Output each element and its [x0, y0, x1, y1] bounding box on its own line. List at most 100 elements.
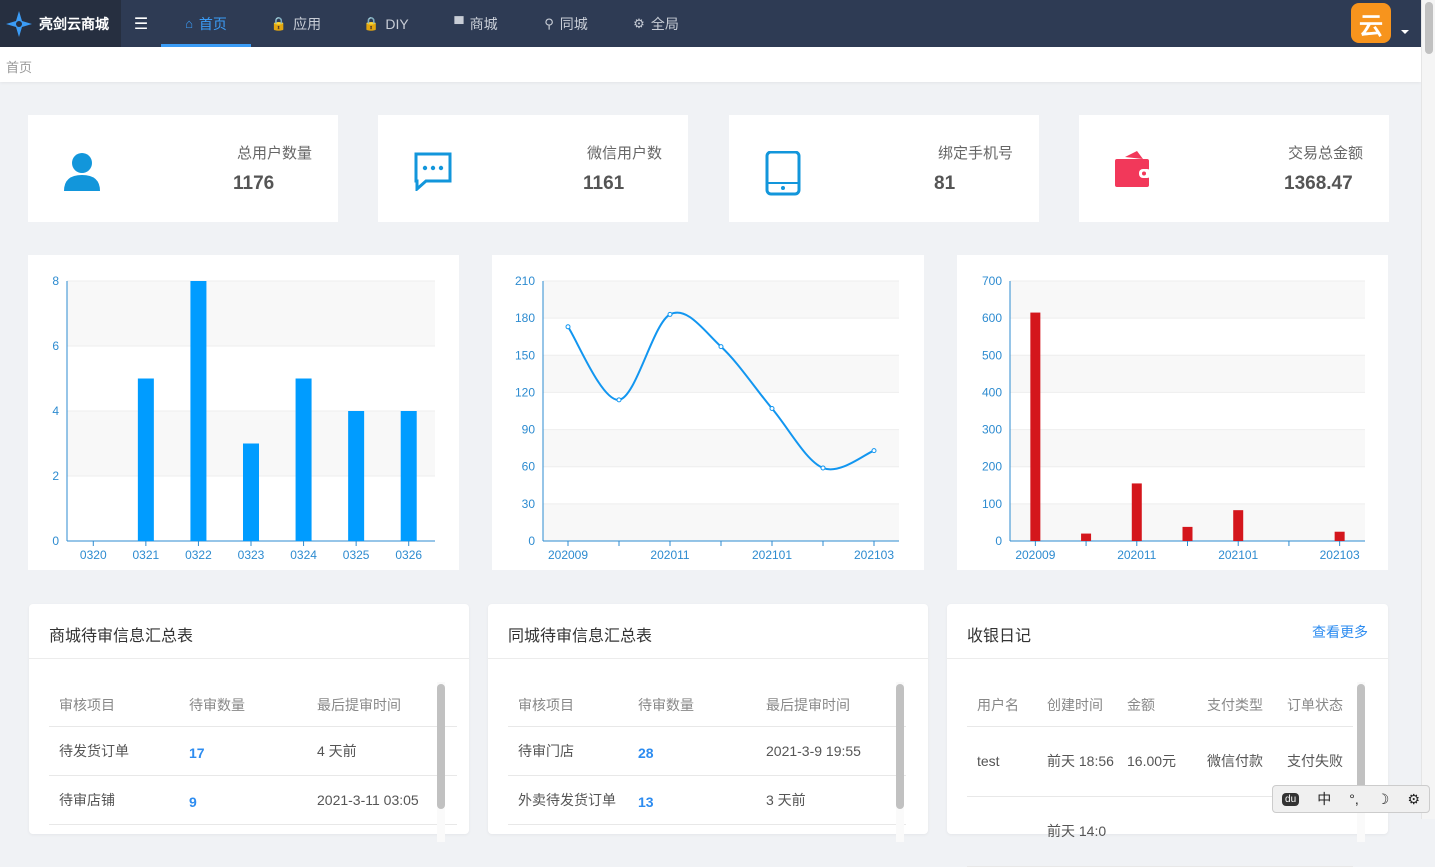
avatar[interactable]: 云 [1351, 3, 1391, 43]
x-tick-label: 0322 [185, 548, 212, 562]
y-tick-label: 8 [52, 274, 59, 288]
bar[interactable] [348, 411, 365, 541]
nav-item-5[interactable]: ⚙ 全局 [611, 0, 701, 47]
grid-band [1010, 281, 1365, 319]
ime-punctuation-toggle[interactable]: °, [1349, 791, 1359, 807]
data-point[interactable] [820, 465, 826, 471]
y-tick-label: 90 [522, 423, 536, 437]
gear-icon: ⚙ [633, 15, 645, 31]
ime-logo-icon[interactable]: du [1282, 792, 1300, 806]
view-more-link[interactable]: 查看更多 [1312, 624, 1368, 640]
table-cell: 待发货订单 [49, 726, 189, 776]
nav-item-0[interactable]: ⌂ 首页 [161, 0, 251, 47]
bar[interactable] [1233, 510, 1244, 541]
x-tick-label: 0325 [343, 548, 370, 562]
data-point[interactable] [718, 344, 724, 350]
bag-icon: 🔒 [270, 15, 288, 31]
stat-value: 1368.47 [1284, 173, 1353, 194]
bag-icon: 🔒 [363, 15, 380, 31]
x-tick-label: 0324 [290, 548, 317, 562]
chart-1: 0 30 60 90 120 150 180 210 202009 202011 202101 202… [492, 255, 924, 570]
chart-0: 0 2 4 6 8 0320 0321 0322 0323 0324 0325 0326 [28, 255, 459, 570]
menu-collapse-icon[interactable]: ☰ [133, 15, 149, 33]
column-header: 审核项目 [508, 684, 638, 727]
data-point[interactable] [667, 311, 673, 317]
column-header: 金额 [1127, 684, 1207, 727]
bar[interactable] [190, 281, 207, 541]
nav-label: 首页 [198, 15, 227, 32]
chart-svg: 0 100 200 300 400 500 600 700 202009 202011 202101… [982, 274, 1365, 562]
table-row[interactable]: test 前天 18:56 16.00元 微信付款 支付失败 [967, 726, 1353, 797]
x-tick-label: 202103 [854, 548, 894, 562]
grid-band [543, 281, 899, 319]
data-point[interactable] [769, 406, 775, 412]
bar[interactable] [137, 378, 154, 542]
user-icon [62, 151, 102, 198]
table-cell [967, 796, 1047, 867]
column-header: 最后提审时间 [766, 684, 906, 727]
column-header: 用户名 [967, 684, 1047, 727]
y-tick-label: 700 [982, 274, 1002, 288]
column-header: 创建时间 [1047, 684, 1127, 727]
table-cell: 支付失败 [1287, 726, 1353, 797]
table-cell[interactable]: 9 [189, 775, 317, 825]
column-header: 待审数量 [189, 684, 317, 727]
bar[interactable] [400, 411, 417, 541]
caret-down-icon[interactable] [1401, 30, 1409, 34]
nav-item-4[interactable]: ⚲ 同城 [521, 0, 611, 47]
stat-card: 交易总金额 1368.47 [1079, 115, 1389, 222]
ime-moon-icon[interactable]: ☽ [1376, 790, 1390, 807]
table-cell[interactable]: 28 [638, 726, 766, 776]
stat-label: 微信用户数 [586, 145, 662, 162]
table-row[interactable]: 待审店铺 9 2021-3-11 03:05 [49, 775, 457, 825]
bar[interactable] [1182, 526, 1193, 541]
table-cell[interactable]: 17 [189, 726, 317, 776]
bar[interactable] [1030, 312, 1041, 541]
table-cell: 3 天前 [766, 775, 906, 825]
data-point[interactable] [871, 448, 877, 454]
x-tick-label: 0326 [395, 548, 422, 562]
column-header: 审核项目 [49, 684, 189, 727]
chat-icon [412, 151, 454, 196]
table-scrollbar[interactable] [896, 682, 904, 842]
table-cell[interactable]: 13 [638, 775, 766, 825]
nav-label: 商城 [469, 15, 498, 32]
table-cell: test [967, 726, 1047, 797]
y-tick-label: 6 [52, 339, 59, 353]
nav-item-1[interactable]: 🔒 应用 [251, 0, 341, 47]
grid-band [1010, 429, 1365, 467]
nav-item-3[interactable]: ▀ 商城 [431, 0, 521, 47]
x-tick-label: 202009 [1015, 548, 1055, 562]
nav-label: 应用 [293, 15, 322, 32]
stat-value: 1161 [583, 173, 625, 194]
y-tick-label: 100 [982, 497, 1002, 511]
x-tick-label: 202011 [650, 548, 689, 562]
nav-item-2[interactable]: 🔒 DIY [341, 0, 431, 47]
grid-band [543, 355, 899, 393]
table-scrollbar[interactable] [437, 682, 445, 842]
ime-settings-icon[interactable]: ⚙ [1407, 790, 1420, 807]
data-point[interactable] [565, 324, 571, 330]
ime-chinese-toggle[interactable]: 中 [1317, 791, 1332, 807]
x-tick-label: 202011 [1117, 548, 1156, 562]
bar[interactable] [1081, 533, 1092, 541]
grid-band [1010, 355, 1365, 393]
panel-title: 收银日记 [967, 628, 1032, 645]
table-scrollbar[interactable] [1357, 682, 1365, 842]
bar[interactable] [1131, 483, 1142, 541]
data-point[interactable] [616, 397, 622, 403]
y-tick-label: 400 [982, 385, 1002, 399]
stat-card: 绑定手机号 81 [729, 115, 1039, 222]
column-header: 支付类型 [1207, 684, 1287, 727]
x-tick-label: 0323 [238, 548, 265, 562]
brand-logo[interactable]: 亮剑云商城 [0, 0, 121, 47]
table-row[interactable]: 待发货订单 17 4 天前 [49, 726, 457, 776]
bar[interactable] [1334, 531, 1345, 541]
page-scrollbar[interactable] [1421, 0, 1435, 819]
summary-table: 用户名 创建时间 金额 支付类型 订单状态 test 前天 18:56 16.00元 微信付款支… [967, 684, 1353, 867]
breadcrumb[interactable]: 首页 [0, 47, 1421, 82]
table-row[interactable]: 外卖待发货订单 13 3 天前 [508, 775, 906, 825]
table-row[interactable]: 待审门店 28 2021-3-9 19:55 [508, 726, 906, 776]
bar[interactable] [295, 378, 312, 542]
bar[interactable] [243, 443, 259, 542]
